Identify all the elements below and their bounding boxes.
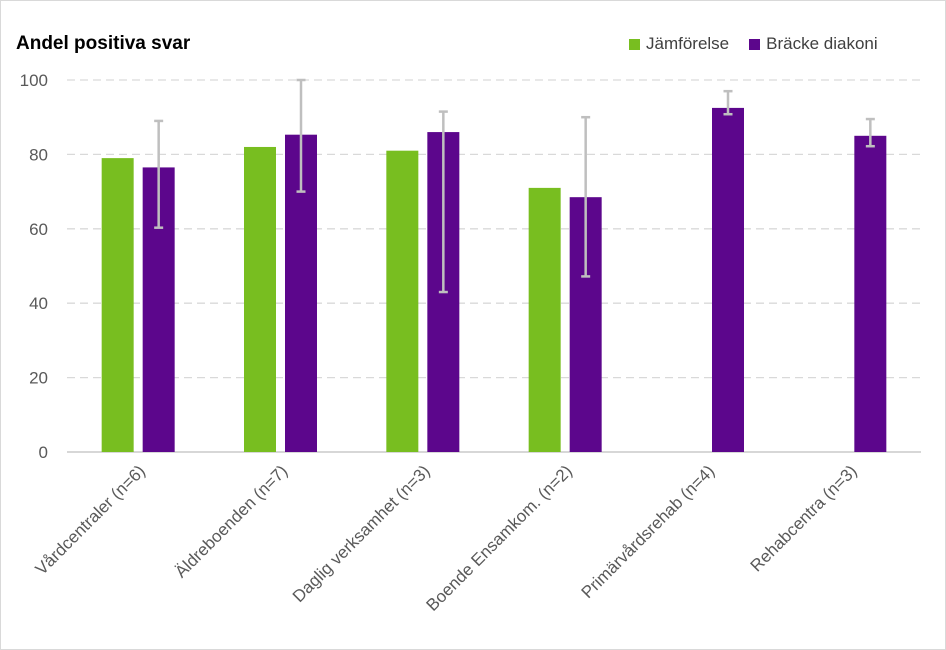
chart-legend: Jämförelse Bräcke diakoni — [629, 34, 898, 54]
y-tick-label-60: 60 — [29, 220, 48, 239]
legend-item-jamforelse: Jämförelse — [629, 34, 729, 54]
legend-label-jamforelse: Jämförelse — [646, 34, 730, 53]
x-tick-label-0: Vårdcentraler (n=6) — [32, 461, 149, 578]
legend-label-bracke-diakoni: Bräcke diakoni — [766, 34, 878, 53]
y-tick-label-40: 40 — [29, 294, 48, 313]
x-tick-label-3: Boende Ensamkom. (n=2) — [423, 461, 576, 614]
bar-0-1 — [244, 146, 276, 452]
bar-0-0 — [101, 158, 134, 452]
bar-0-3 — [528, 187, 561, 452]
legend-swatch-jamforelse — [629, 38, 640, 50]
bar-1-4 — [712, 107, 744, 453]
x-tick-label-2: Daglig verksamhet (n=3) — [289, 461, 434, 606]
x-tick-label-1: Äldreboenden (n=7) — [171, 461, 291, 581]
y-tick-label-0: 0 — [39, 443, 48, 462]
legend-item-bracke-diakoni: Bräcke diakoni — [749, 34, 878, 54]
bar-0-2 — [386, 150, 419, 452]
y-tick-label-80: 80 — [29, 145, 48, 164]
x-tick-label-5: Rehabcentra (n=3) — [747, 461, 861, 575]
y-tick-label-20: 20 — [29, 369, 48, 388]
chart-title: Andel positiva svar — [16, 33, 191, 54]
bar-1-5 — [854, 135, 887, 453]
x-tick-label-4: Primärvårdsrehab (n=4) — [578, 461, 719, 602]
legend-swatch-bracke-diakoni — [749, 38, 761, 50]
y-tick-label-100: 100 — [20, 71, 48, 90]
